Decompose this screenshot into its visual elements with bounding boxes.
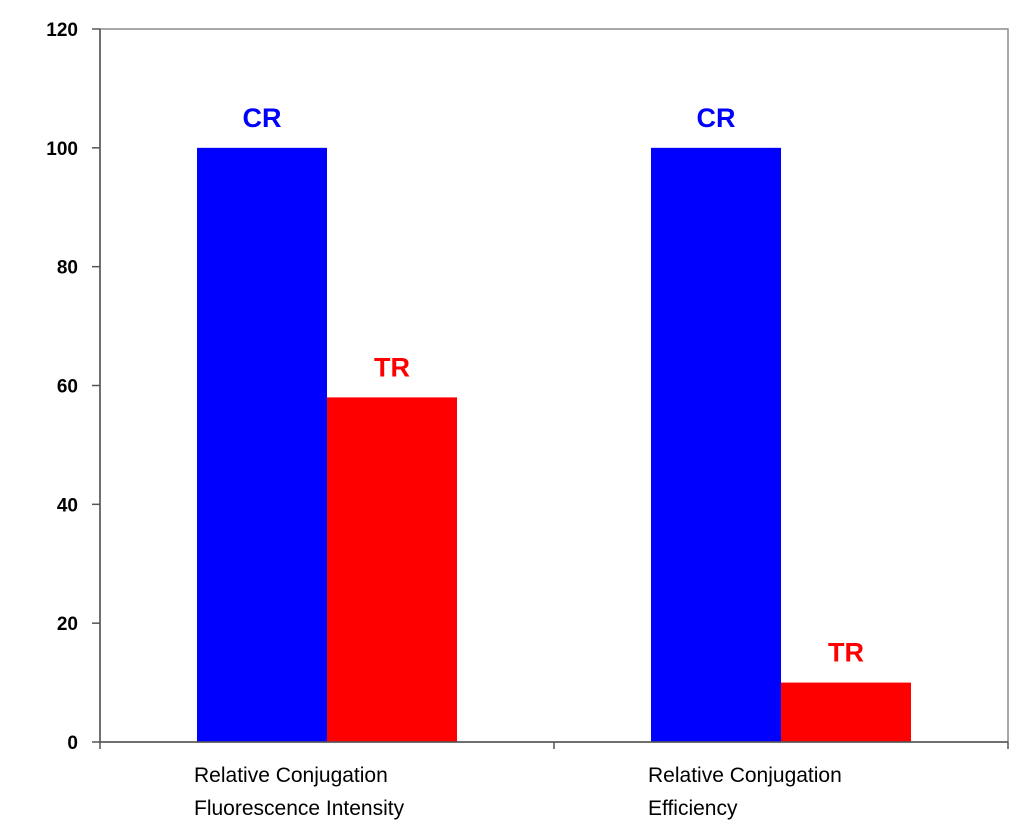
y-tick-label: 0 bbox=[67, 733, 78, 754]
x-category-label: Relative Conjugation Efficiency bbox=[648, 764, 842, 820]
data-labels-layer: CR TR CR TR bbox=[243, 103, 865, 668]
x-category-label: Relative Conjugation Fluorescence Intensi… bbox=[194, 764, 405, 820]
axes-layer: 0 20 40 60 80 100 120 Relative Conjugation Fluor… bbox=[46, 20, 1009, 820]
bar-data-label: TR bbox=[374, 352, 410, 382]
bar-tr bbox=[327, 397, 457, 742]
bar-cr bbox=[651, 147, 781, 743]
y-tick-label: 60 bbox=[57, 377, 78, 398]
bar-cr bbox=[197, 147, 327, 743]
y-tick-label: 40 bbox=[57, 495, 78, 516]
y-tick-label: 100 bbox=[46, 139, 78, 160]
y-tick-label: 120 bbox=[46, 20, 78, 41]
bar-data-label: TR bbox=[828, 638, 864, 668]
bars-layer bbox=[197, 147, 911, 743]
bar-data-label: CR bbox=[243, 103, 282, 133]
bar-data-label: CR bbox=[697, 103, 736, 133]
y-tick-label: 80 bbox=[57, 258, 78, 279]
bar-tr bbox=[781, 682, 911, 742]
y-tick-label: 20 bbox=[57, 614, 78, 635]
